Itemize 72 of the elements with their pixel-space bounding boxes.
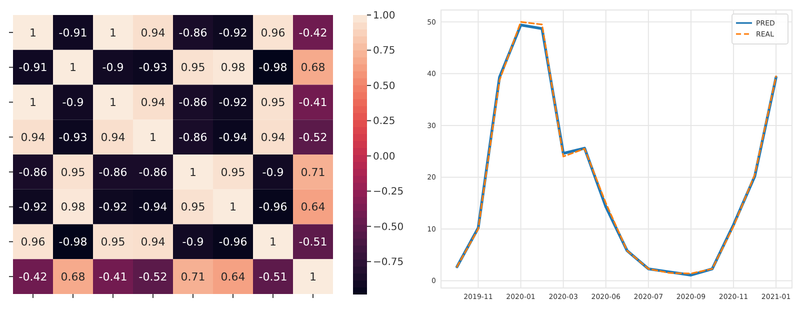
data-label: -0.42 <box>18 270 48 284</box>
data-label: -0.86 <box>18 166 48 179</box>
data-label: 0.94 <box>140 96 166 110</box>
data-label: -0.42 <box>298 26 328 40</box>
color-bar-label: 0.75 <box>373 46 396 57</box>
data-label: -0.96 <box>258 200 288 214</box>
data-label: 0.95 <box>180 61 206 74</box>
data-label: 0.96 <box>260 26 286 40</box>
data-label: -0.92 <box>18 200 48 214</box>
data-label: 0.94 <box>20 130 46 144</box>
data-label: -0.9 <box>102 61 124 74</box>
data-label: 1 <box>310 270 316 284</box>
data-label: 1 <box>110 26 116 40</box>
data-label: 1 <box>30 96 36 110</box>
data-label: 0.95 <box>100 236 126 249</box>
data-label: 1 <box>190 166 196 179</box>
data-label: 0.96 <box>20 236 46 249</box>
data-label: -0.9 <box>182 236 204 249</box>
data-label: -0.86 <box>98 166 128 179</box>
data-label: 1 <box>150 130 156 144</box>
data-label: -0.93 <box>138 61 168 74</box>
color-bar-label: 0.00 <box>373 151 396 162</box>
data-label: -0.92 <box>218 96 248 110</box>
data-label: -0.41 <box>98 270 128 284</box>
data-label: -0.51 <box>258 270 288 284</box>
data-label: 1 <box>70 61 76 74</box>
data-label: -0.92 <box>98 200 128 214</box>
data-label: 0.95 <box>220 166 246 179</box>
color-bar-label: 0.25 <box>373 116 396 128</box>
data-label: 0.94 <box>140 26 166 40</box>
data-label: -0.9 <box>262 166 284 179</box>
data-label: -0.52 <box>298 130 328 144</box>
data-label: 0.94 <box>140 236 166 249</box>
data-label: 1 <box>230 200 236 214</box>
data-label: 0.95 <box>260 96 286 110</box>
data-label: 0.94 <box>100 130 126 144</box>
data-label: 0.64 <box>220 270 246 284</box>
data-label: -0.94 <box>218 130 248 144</box>
data-label: 0.94 <box>260 130 286 144</box>
color-bar-label: 1.00 <box>373 10 396 22</box>
data-label: 0.64 <box>300 200 326 214</box>
data-label: -0.96 <box>218 236 248 249</box>
data-label: -0.52 <box>138 270 168 284</box>
data-label: 0.95 <box>60 166 86 179</box>
data-label: 0.95 <box>180 200 206 214</box>
color-bar-label: −0.50 <box>373 222 404 233</box>
data-label: 0.98 <box>220 61 246 74</box>
data-label: -0.98 <box>58 236 88 249</box>
data-label: -0.9 <box>62 96 84 110</box>
data-label: 1 <box>270 236 276 249</box>
data-label: 0.71 <box>300 166 326 179</box>
data-label: -0.93 <box>58 130 88 144</box>
data-label: 0.71 <box>180 270 206 284</box>
data-label: -0.92 <box>218 26 248 40</box>
data-label: -0.91 <box>58 26 88 40</box>
data-label: -0.86 <box>178 26 208 40</box>
data-label: 0.68 <box>300 61 326 74</box>
data-label: 1 <box>110 96 116 110</box>
color-bar-label: 0.50 <box>373 80 396 92</box>
data-label: -0.98 <box>258 61 288 74</box>
color-bar-label: −0.75 <box>373 257 404 268</box>
data-label: -0.94 <box>138 200 168 214</box>
data-label: -0.86 <box>138 166 168 179</box>
data-label: 0.98 <box>60 200 86 214</box>
data-label: -0.86 <box>178 130 208 144</box>
data-label: -0.51 <box>298 236 328 249</box>
data-label: -0.91 <box>18 61 48 74</box>
data-label: -0.41 <box>298 96 328 110</box>
data-label: -0.86 <box>178 96 208 110</box>
color-bar-label: −0.25 <box>373 186 404 198</box>
data-label: 0.68 <box>60 270 86 284</box>
data-label: 1 <box>30 26 36 40</box>
